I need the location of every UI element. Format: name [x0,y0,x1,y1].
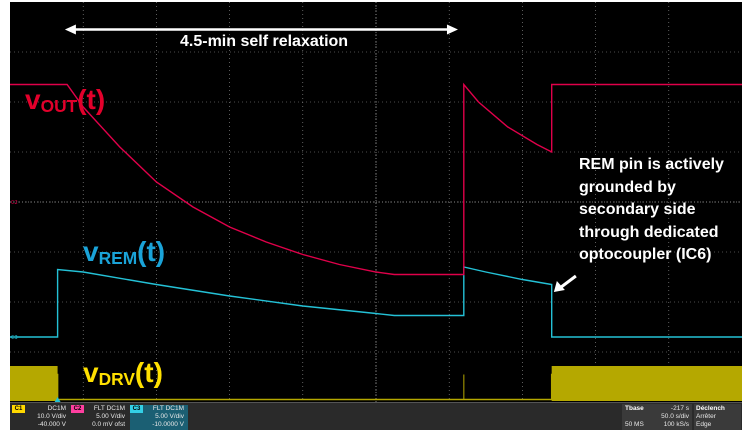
relaxation-arrow-right-head [446,24,458,35]
timebase-rate: 100 kS/s [663,421,689,428]
timebase-samples: 50 MS [625,421,644,428]
channel-3-scale: 5.00 V/div [155,413,184,420]
vdrv-switching-band [551,366,742,401]
channel-1-coupling: DC1M [47,405,66,412]
timebase-offset: -217 s [670,405,689,412]
rem-annotation-line: grounded by [579,178,676,196]
channel-3-badge: C3 [130,405,143,413]
vdrv-trace [10,373,742,401]
vout-trace [10,82,742,276]
rem-annotation-line: secondary side [579,201,696,218]
vrem-label: vREM(t) [83,236,166,268]
rem-annotation: REM pin is actively grounded by secondar… [579,154,745,267]
vout-label: vOUT(t) [25,84,106,116]
channel-2-scale: 5.00 V/div [96,413,125,420]
ch3-ground-marker: C3 [11,335,18,341]
channel-2-coupling: FLT DC1M [93,405,125,412]
vdrv-switching-band [10,366,58,401]
trigger-title: Déclench [696,405,725,412]
channel-2-box[interactable]: C2 FLT DC1M 5.00 V/div 0.0 mV ofst [71,405,129,430]
channel-3-offset: -10.0000 V [152,421,184,428]
channel-3-box[interactable]: C3 FLT DC1M 5.00 V/div -10.0000 V [130,405,188,430]
trigger-type: Edge [696,421,712,428]
vdrv-label: vDRV(t) [83,357,163,389]
channel-3-coupling: FLT DC1M [152,405,184,412]
scope-screen: C2 C3 C1 vOUT(t) vREM(t) vDRV(t) 4.5-min s… [10,2,742,402]
channel-1-box[interactable]: C1 DC1M 10.0 V/div -40.000 V [12,405,70,430]
relaxation-annotation: 4.5-min self relaxation [180,33,349,50]
timebase-title: Tbase [625,405,644,412]
channel-2-badge: C2 [71,405,84,413]
rem-annotation-line: through dedicated [579,223,719,241]
rem-annotation-line: optocoupler (IC6) [579,246,712,263]
channel-1-scale: 10.0 V/div [37,413,66,420]
timebase-scale: 50.0 s/div [661,413,689,420]
rem-pointer-arrow-line [558,274,577,290]
channel-1-offset: -40.000 V [37,421,66,428]
ch2-ground-marker: C2 [11,200,18,206]
ch1-ground-marker: C1 [11,395,18,401]
relaxation-arrow-left-head [64,24,76,35]
channel-2-offset: 0.0 mV ofst [92,421,125,428]
scope-status-bar: C1 DC1M 10.0 V/div -40.000 V C2 FLT DC1M… [10,402,742,430]
rem-pointer-arrow-head [553,281,565,292]
rem-annotation-line: REM pin is actively [579,156,724,173]
waveform-plot: C2 C3 C1 [10,2,742,402]
vrem-trace [10,266,742,338]
channel-1-badge: C1 [12,405,25,413]
timebase-box[interactable]: Tbase -217 s 50.0 s/div 50 MS 100 kS/s [622,404,692,430]
trigger-box[interactable]: Déclench Arrêter Edge [694,404,741,430]
trigger-mode: Arrêter [696,413,716,420]
trigger-position-marker [54,397,61,402]
